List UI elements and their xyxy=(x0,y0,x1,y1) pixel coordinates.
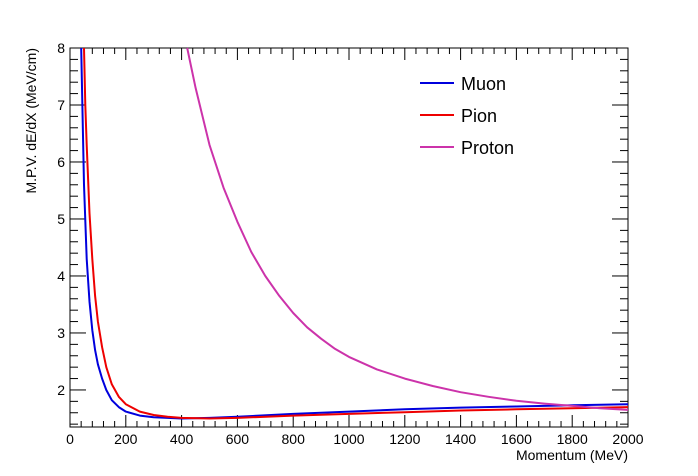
series-line-proton xyxy=(186,47,629,411)
x-tick-label: 2000 xyxy=(612,431,643,447)
y-tick-label: 4 xyxy=(57,268,65,284)
x-tick-label: 600 xyxy=(226,431,250,447)
series-layer xyxy=(80,47,629,420)
legend: Muon Pion Proton xyxy=(420,74,514,158)
y-tick-label: 8 xyxy=(57,40,65,56)
y-axis-ticks: 2 3 4 5 6 7 8 xyxy=(57,40,628,425)
x-tick-label: 400 xyxy=(170,431,194,447)
x-tick-label: 1200 xyxy=(389,431,420,447)
legend-label-pion: Pion xyxy=(461,106,497,126)
legend-label-proton: Proton xyxy=(461,138,514,158)
series-line-pion xyxy=(83,47,629,420)
x-tick-label: 1000 xyxy=(333,431,364,447)
series-line-muon xyxy=(80,47,629,420)
x-axis-label: Momentum (MeV) xyxy=(516,447,628,463)
x-axis-ticks: 0 200 400 600 800 1000 1200 1400 1600 1800 2000 xyxy=(66,48,644,447)
x-tick-label: 1600 xyxy=(501,431,532,447)
x-tick-label: 200 xyxy=(114,431,138,447)
x-tick-label: 800 xyxy=(282,431,306,447)
x-tick-label: 0 xyxy=(66,431,74,447)
x-tick-label: 1400 xyxy=(445,431,476,447)
y-tick-label: 6 xyxy=(57,154,65,170)
y-axis-label: M.P.V. dE/dX (MeV/cm) xyxy=(23,48,39,194)
plot-frame xyxy=(69,47,629,428)
y-tick-label: 3 xyxy=(57,325,65,341)
legend-label-muon: Muon xyxy=(461,74,506,94)
y-tick-label: 7 xyxy=(57,97,65,113)
x-tick-label: 1800 xyxy=(557,431,588,447)
y-tick-label: 2 xyxy=(57,382,65,398)
y-tick-label: 5 xyxy=(57,211,65,227)
